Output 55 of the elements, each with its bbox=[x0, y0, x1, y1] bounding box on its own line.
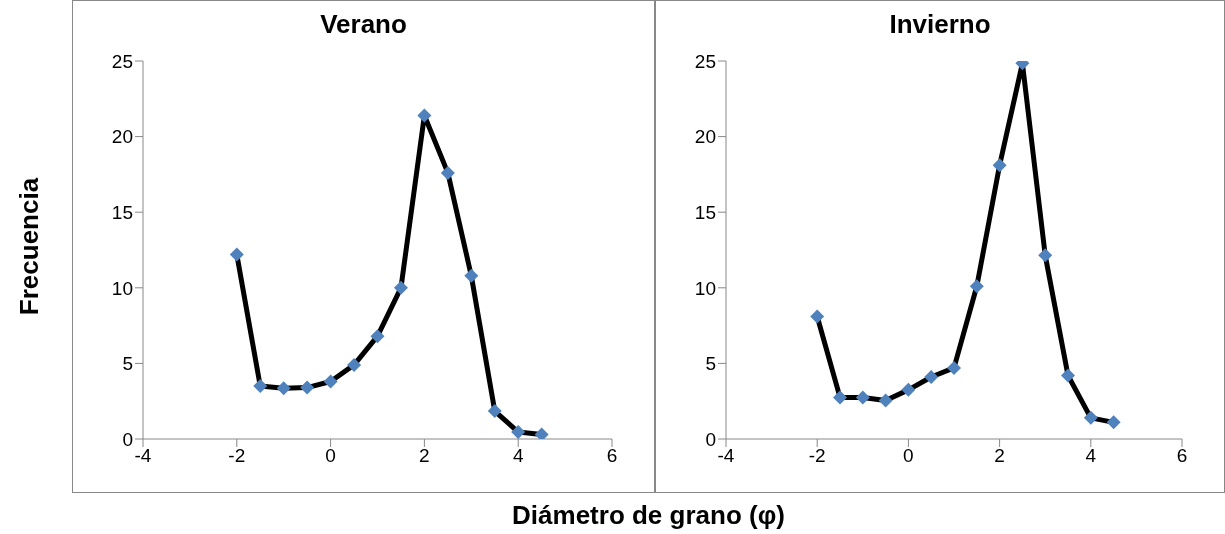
point bbox=[947, 360, 961, 375]
x-tick-label: 0 bbox=[325, 445, 336, 467]
y-tick-label: 0 bbox=[705, 428, 716, 450]
x-tick-label: 4 bbox=[512, 445, 524, 467]
point bbox=[810, 309, 825, 324]
point bbox=[229, 247, 244, 262]
point bbox=[833, 390, 847, 405]
point bbox=[1106, 415, 1121, 430]
y-tick-label: 15 bbox=[694, 201, 716, 223]
x-axis-title: Diámetro de grano (φ) bbox=[511, 500, 786, 531]
point bbox=[924, 370, 939, 385]
point bbox=[464, 268, 479, 283]
point bbox=[323, 374, 338, 389]
y-tick-label: 5 bbox=[122, 353, 133, 375]
point bbox=[253, 379, 268, 394]
point bbox=[487, 404, 502, 419]
x-tick-label: -2 bbox=[228, 445, 246, 467]
x-tick-label: -4 bbox=[134, 445, 152, 467]
point bbox=[393, 280, 408, 295]
point bbox=[901, 382, 916, 397]
chart-title: Invierno bbox=[888, 9, 992, 40]
x-tick-label: 0 bbox=[903, 445, 914, 467]
x-tick-label: -4 bbox=[717, 445, 735, 467]
x-tick-label: 6 bbox=[606, 445, 618, 467]
point bbox=[511, 425, 526, 439]
y-tick-label: 5 bbox=[705, 353, 716, 375]
x-tick-label: -2 bbox=[808, 445, 826, 467]
point bbox=[992, 158, 1007, 173]
point bbox=[1083, 410, 1098, 425]
point bbox=[1061, 368, 1075, 383]
y-tick-label: 10 bbox=[694, 277, 716, 299]
point bbox=[1038, 248, 1053, 263]
y-tick-label: 0 bbox=[122, 428, 133, 450]
point bbox=[417, 108, 432, 123]
y-tick-label: 20 bbox=[694, 126, 716, 148]
point bbox=[878, 393, 893, 408]
point bbox=[440, 165, 455, 180]
point bbox=[855, 390, 870, 405]
y-tick-label: 25 bbox=[694, 50, 716, 72]
point bbox=[347, 357, 362, 372]
x-tick-label: 2 bbox=[994, 445, 1005, 467]
point bbox=[276, 381, 291, 396]
x-tick-label: 2 bbox=[419, 445, 430, 467]
x-tick-label: 6 bbox=[1176, 445, 1188, 467]
y-axis-title: Frecuencia bbox=[14, 177, 46, 316]
chart-title: Verano bbox=[319, 9, 408, 40]
point bbox=[969, 279, 984, 294]
point bbox=[300, 380, 315, 395]
point bbox=[534, 427, 549, 439]
y-tick-label: 25 bbox=[111, 50, 133, 72]
point bbox=[370, 329, 385, 344]
x-tick-label: 4 bbox=[1085, 445, 1097, 467]
y-tick-label: 15 bbox=[111, 201, 133, 223]
y-tick-label: 20 bbox=[111, 126, 133, 148]
y-tick-label: 10 bbox=[111, 277, 133, 299]
